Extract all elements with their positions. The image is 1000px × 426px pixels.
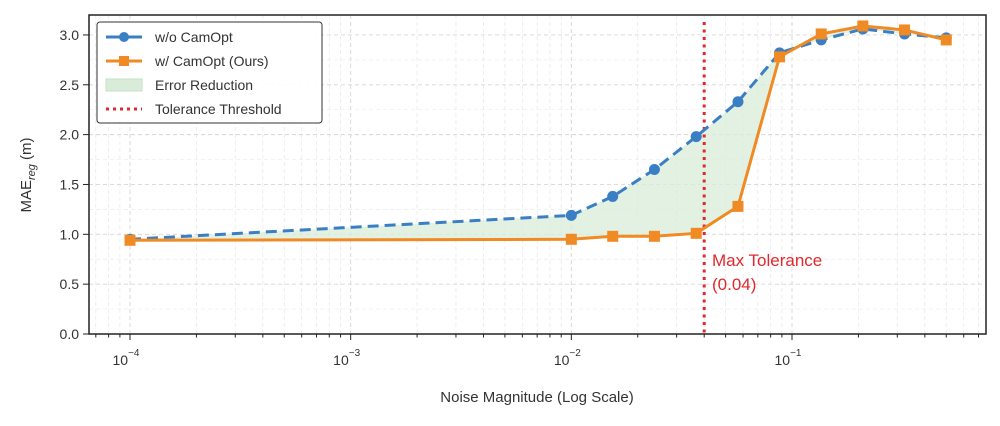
legend: w/o CamOpt w/ CamOpt (Ours) Error Reduct… xyxy=(96,21,323,124)
data-point-with-camopt xyxy=(774,51,786,63)
data-point-without-camopt xyxy=(607,190,619,202)
legend-label-wo: w/o CamOpt xyxy=(154,29,233,45)
data-point-with-camopt xyxy=(940,34,952,46)
ticks: 10−4 10−3 10−2 10−10.00.51.01.52.02.53.0 xyxy=(60,27,979,368)
x-tick-label-base: 10 xyxy=(112,352,128,368)
y-axis-label-sub: reg xyxy=(26,163,38,180)
data-point-without-camopt xyxy=(732,96,744,108)
legend-label-fill: Error Reduction xyxy=(155,77,253,93)
y-axis-label-main: MAE xyxy=(18,180,35,213)
x-tick-label: 10−3 xyxy=(333,348,360,368)
series-line-without-camopt xyxy=(129,27,947,241)
legend-marker-wo xyxy=(119,32,129,42)
data-point-with-camopt xyxy=(565,233,577,245)
x-tick-label: 10−1 xyxy=(775,348,802,368)
data-point-without-camopt xyxy=(690,131,702,143)
x-tick-label: 10−2 xyxy=(554,348,581,368)
y-axis-label-unit: (m) xyxy=(18,137,35,164)
data-point-with-camopt xyxy=(648,230,660,242)
y-tick-label: 2.5 xyxy=(60,77,80,93)
x-tick-label-base: 10 xyxy=(333,352,349,368)
legend-label-w: w/ CamOpt (Ours) xyxy=(154,53,269,69)
threshold-annotation-line2: (0.04) xyxy=(712,275,756,294)
data-point-with-camopt xyxy=(124,234,136,246)
legend-marker-w xyxy=(119,56,129,66)
x-tick-label: 10−4 xyxy=(112,348,139,368)
y-tick-label: 0.0 xyxy=(60,326,80,342)
data-point-with-camopt xyxy=(857,20,869,32)
data-point-with-camopt xyxy=(607,230,619,242)
x-tick-label-exp: −4 xyxy=(128,348,140,359)
legend-label-threshold: Tolerance Threshold xyxy=(155,101,282,117)
y-tick-label: 2.0 xyxy=(60,127,80,143)
x-tick-label-exp: −1 xyxy=(790,348,802,359)
y-tick-label: 0.5 xyxy=(60,276,80,292)
threshold-annotation-line1: Max Tolerance xyxy=(712,251,822,270)
legend-box xyxy=(96,21,323,124)
series-layer xyxy=(124,20,952,246)
legend-swatch-fill xyxy=(105,78,143,92)
data-point-with-camopt xyxy=(815,28,827,40)
y-tick-label: 3.0 xyxy=(60,27,80,43)
data-point-with-camopt xyxy=(732,200,744,212)
x-tick-label-base: 10 xyxy=(554,352,570,368)
data-point-with-camopt xyxy=(690,227,702,239)
data-point-with-camopt xyxy=(899,24,911,36)
y-tick-label: 1.0 xyxy=(60,226,80,242)
x-tick-label-base: 10 xyxy=(775,352,791,368)
data-point-without-camopt xyxy=(648,164,660,176)
x-axis-label: Noise Magnitude (Log Scale) xyxy=(440,389,633,406)
y-axis-label: MAEreg (m) xyxy=(18,137,38,212)
x-tick-label-exp: −2 xyxy=(569,348,581,359)
x-tick-label-exp: −3 xyxy=(349,348,361,359)
data-point-without-camopt xyxy=(565,209,577,221)
y-tick-label: 1.5 xyxy=(60,176,80,192)
